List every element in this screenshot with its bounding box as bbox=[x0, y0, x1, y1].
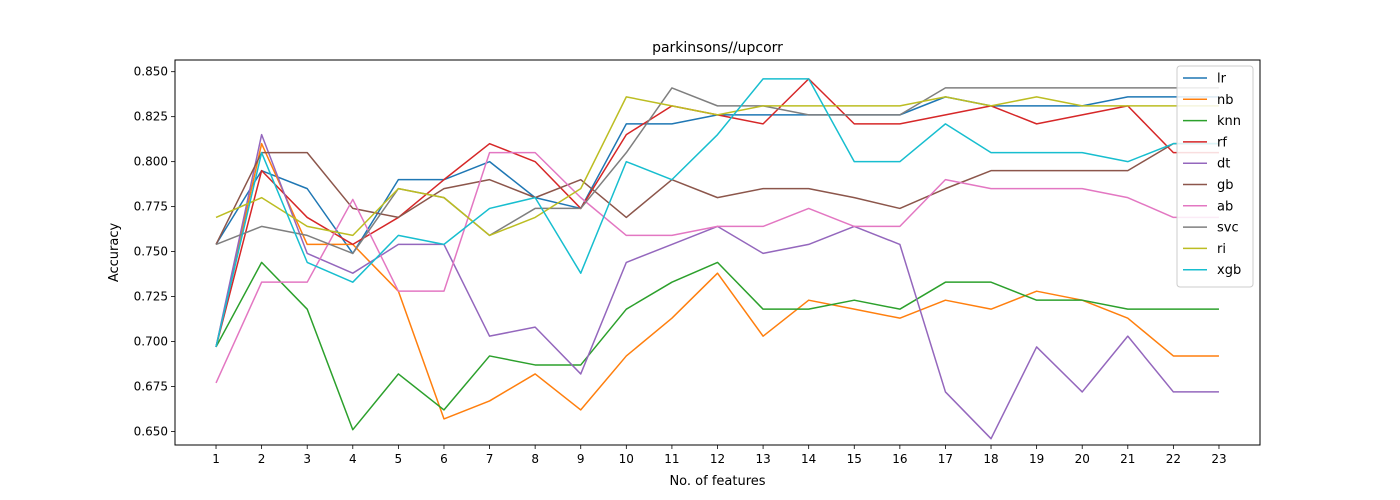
x-tick-label: 4 bbox=[349, 452, 357, 466]
x-tick-label: 1 bbox=[212, 452, 220, 466]
y-tick-label: 0.825 bbox=[134, 110, 168, 124]
x-tick-label: 10 bbox=[619, 452, 634, 466]
legend-label-ri: ri bbox=[1217, 242, 1226, 257]
legend-label-lr: lr bbox=[1217, 72, 1227, 87]
series-line-nb bbox=[215, 142, 1219, 420]
x-tick-label: 7 bbox=[486, 452, 494, 466]
x-tick-label: 3 bbox=[303, 452, 311, 466]
legend: lr nb knn rf dt gb ab svc ri xgb bbox=[1176, 65, 1254, 288]
x-tick-label: 13 bbox=[755, 452, 770, 466]
y-axis: 0.650 0.675 0.700 0.725 0.750 0.775 0.800 0.825… bbox=[134, 65, 175, 439]
y-tick-label: 0.800 bbox=[134, 155, 168, 169]
y-tick-label: 0.675 bbox=[134, 380, 168, 394]
series-line-gb bbox=[215, 142, 1219, 245]
series-line-knn bbox=[215, 261, 1219, 431]
x-tick-label: 12 bbox=[710, 452, 725, 466]
y-tick-label: 0.700 bbox=[134, 335, 168, 349]
series-line-xgb bbox=[215, 78, 1219, 348]
x-axis-label: No. of features bbox=[669, 474, 765, 489]
legend-label-dt: dt bbox=[1217, 157, 1230, 172]
y-tick-label: 0.750 bbox=[134, 245, 168, 259]
x-tick-label: 22 bbox=[1166, 452, 1181, 466]
x-tick-label: 23 bbox=[1211, 452, 1226, 466]
x-tick-label: 19 bbox=[1029, 452, 1044, 466]
x-tick-label: 14 bbox=[801, 452, 816, 466]
legend-label-rf: rf bbox=[1217, 135, 1227, 150]
y-axis-label: Accuracy bbox=[107, 223, 122, 283]
legend-label-svc: svc bbox=[1217, 221, 1239, 236]
series-line-ab bbox=[215, 151, 1219, 384]
legend-label-gb: gb bbox=[1217, 178, 1234, 193]
y-tick-label: 0.725 bbox=[134, 290, 168, 304]
x-tick-label: 15 bbox=[847, 452, 862, 466]
x-tick-label: 17 bbox=[938, 452, 953, 466]
y-tick-label: 0.775 bbox=[134, 200, 168, 214]
x-tick-label: 11 bbox=[664, 452, 679, 466]
x-tick-label: 9 bbox=[577, 452, 585, 466]
x-tick-label: 5 bbox=[395, 452, 403, 466]
legend-label-nb: nb bbox=[1217, 93, 1234, 108]
chart-title: parkinsons//upcorr bbox=[652, 40, 783, 56]
x-tick-label: 20 bbox=[1075, 452, 1090, 466]
y-tick-label: 0.850 bbox=[134, 65, 168, 79]
x-axis: 1 2 3 4 5 6 7 8 9 10 11 12 13 14 15 16 17 18 19 20 21 22 23 bbox=[212, 445, 1227, 466]
legend-label-knn: knn bbox=[1217, 114, 1241, 129]
x-tick-label: 18 bbox=[983, 452, 998, 466]
x-tick-label: 8 bbox=[531, 452, 539, 466]
x-tick-label: 2 bbox=[258, 452, 266, 466]
legend-label-xgb: xgb bbox=[1217, 263, 1241, 278]
x-tick-label: 21 bbox=[1120, 452, 1135, 466]
x-tick-label: 6 bbox=[440, 452, 448, 466]
series-line-svc bbox=[215, 87, 1219, 255]
series-line-ri bbox=[215, 96, 1219, 237]
series-lines bbox=[215, 78, 1219, 440]
x-tick-label: 16 bbox=[892, 452, 907, 466]
legend-label-ab: ab bbox=[1217, 199, 1233, 214]
y-tick-label: 0.650 bbox=[134, 425, 168, 439]
